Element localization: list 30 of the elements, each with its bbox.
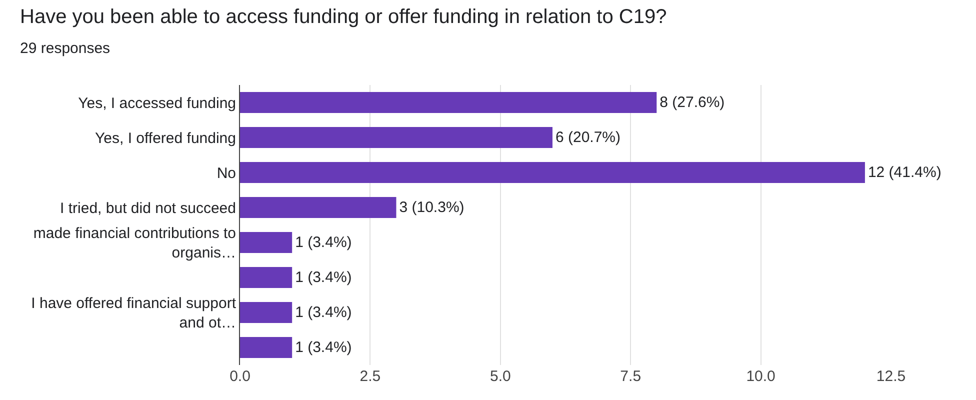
y-tick-label: No <box>216 164 236 182</box>
data-label: 1 (3.4%) <box>295 339 352 356</box>
data-label: 1 (3.4%) <box>295 269 352 286</box>
bar <box>240 302 292 323</box>
data-label: 1 (3.4%) <box>295 304 352 321</box>
y-tick-label: I tried, but did not succeed <box>60 200 236 217</box>
bar <box>240 162 865 183</box>
chart-title: Have you been able to access funding or offer funding in relation to C19? <box>20 6 667 29</box>
data-label: 12 (41.4%) <box>868 164 942 181</box>
y-tick-label: I have offered financial support and ot… <box>31 295 237 332</box>
bar <box>240 267 292 288</box>
y-tick-label: Yes, I offered funding <box>95 130 236 147</box>
x-tick-label: 10.0 <box>746 368 776 385</box>
text: 29 responses <box>20 40 110 57</box>
data-label: 1 (3.4%) <box>295 234 352 251</box>
bar <box>240 92 657 113</box>
bar <box>240 197 396 218</box>
y-tick-label: Yes, I accessed funding <box>78 94 236 112</box>
bar <box>240 337 292 358</box>
bar <box>240 232 292 253</box>
bar <box>240 127 552 148</box>
data-label: 8 (27.6%) <box>660 94 725 111</box>
x-tick-label: 7.5 <box>620 368 642 385</box>
data-label: 6 (20.7%) <box>555 129 621 146</box>
x-tick-label: 12.5 <box>876 368 906 385</box>
data-label: 3 (10.3%) <box>399 199 464 216</box>
x-tick-label: 5.0 <box>490 368 511 385</box>
x-tick-label: 0.0 <box>230 368 250 385</box>
x-tick-label: 2.5 <box>360 368 381 385</box>
y-tick-label: made financial contributions to organis… <box>33 225 236 262</box>
